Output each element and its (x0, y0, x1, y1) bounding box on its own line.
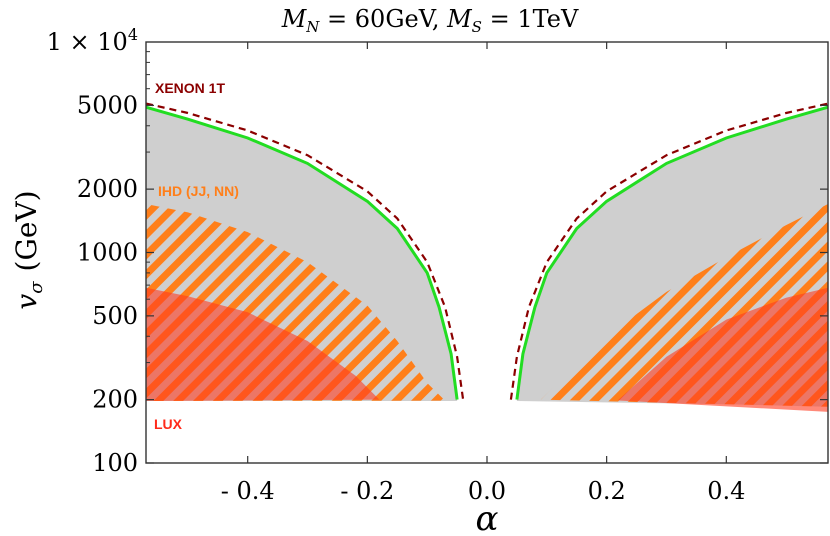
x-tick-label: 0.0 (468, 477, 506, 505)
y-tick-label-mantissa: 1 × 10 (47, 28, 128, 56)
y-tick-label: 5000 (77, 91, 138, 119)
xenon-1t-curve-left (146, 102, 465, 400)
green-boundary-curve-right (515, 105, 828, 400)
y-tick-label: 200 (92, 386, 138, 414)
y-tick-label-exponent: 4 (128, 25, 138, 44)
title-mn-subscript: N (305, 18, 320, 36)
x-axis-label: α (476, 499, 499, 536)
y-tick-label: 100 (92, 449, 138, 477)
title-ms-value: = 1TeV (482, 5, 579, 33)
y-tick-label: 2000 (77, 175, 138, 203)
y-tick-label: 1000 (77, 239, 138, 267)
lux-region-right (618, 287, 828, 412)
y-tick-label: 1 × 104 (47, 25, 138, 56)
ihd-label: IHD (JJ, NN) (158, 183, 239, 199)
x-tick-label: - 0.2 (340, 477, 394, 505)
axes: - 0.4 - 0.2 0.0 0.2 0.4 100 200 500 1000 2000 5000… (47, 25, 828, 505)
x-tick-label: - 0.4 (221, 477, 275, 505)
y-tick-label: 500 (92, 302, 138, 330)
y-label-subscript: σ (26, 281, 47, 294)
title-ms-symbol: M (446, 5, 473, 33)
xenon-1t-curve-right (509, 102, 828, 400)
chart-title: MN = 60GeV, MS = 1TeV (281, 5, 579, 36)
title-mn-value: = 60GeV, (319, 5, 447, 33)
title-mn-symbol: M (281, 5, 308, 33)
lux-label: LUX (154, 416, 183, 432)
xenon-1t-label: XENON 1T (155, 80, 225, 96)
x-tick-label: 0.4 (707, 477, 745, 505)
x-tick-label: 0.2 (588, 477, 626, 505)
plot-area (146, 102, 828, 412)
green-boundary-curve-left (146, 105, 459, 400)
y-label-unit: (GeV) (10, 190, 43, 271)
y-label-symbol: v (10, 294, 43, 310)
lux-region-left (146, 287, 380, 402)
y-axis-label: vσ (GeV) (10, 190, 47, 309)
title-ms-subscript: S (472, 18, 482, 36)
